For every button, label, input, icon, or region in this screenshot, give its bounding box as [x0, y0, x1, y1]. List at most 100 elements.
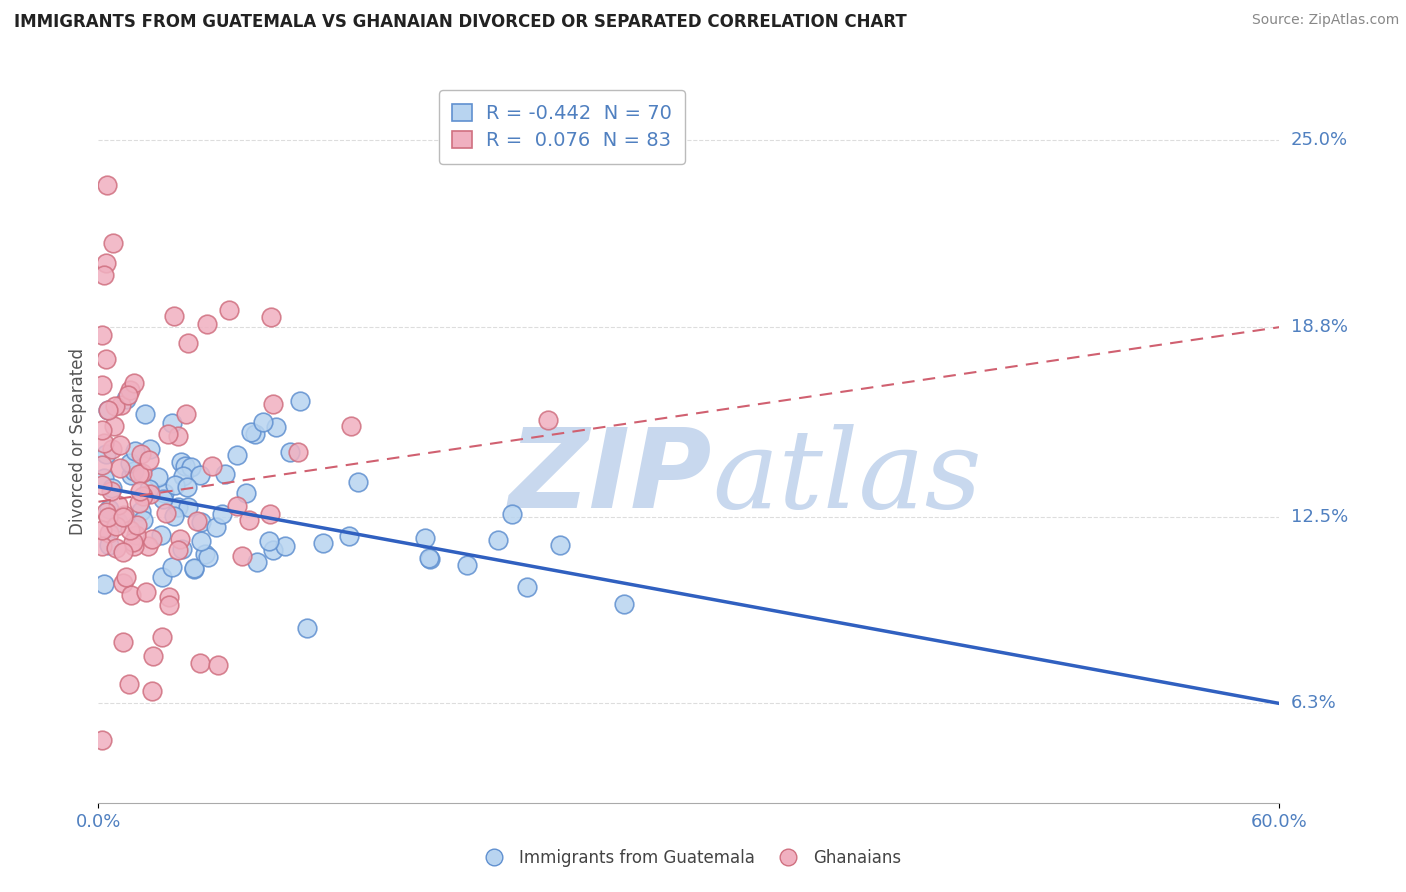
Point — [111, 634, 134, 648]
Point — [160, 416, 183, 430]
Y-axis label: Divorced or Separated: Divorced or Separated — [69, 348, 87, 535]
Point — [456, 558, 478, 572]
Point — [125, 517, 148, 532]
Legend: Immigrants from Guatemala, Ghanaians: Immigrants from Guatemala, Ghanaians — [470, 843, 908, 874]
Point — [124, 464, 146, 478]
Point — [163, 309, 186, 323]
Point — [107, 516, 129, 530]
Point — [97, 403, 120, 417]
Point — [548, 538, 571, 552]
Point — [231, 549, 253, 564]
Point — [201, 458, 224, 473]
Point — [91, 539, 114, 553]
Point — [252, 415, 274, 429]
Point — [93, 471, 115, 485]
Text: 18.8%: 18.8% — [1291, 318, 1347, 336]
Point — [141, 532, 163, 546]
Text: 25.0%: 25.0% — [1291, 131, 1348, 150]
Point — [177, 335, 200, 350]
Point — [94, 505, 117, 519]
Point — [190, 533, 212, 548]
Point — [501, 507, 523, 521]
Point — [273, 539, 295, 553]
Point — [262, 397, 284, 411]
Point — [167, 500, 190, 514]
Point — [174, 459, 197, 474]
Point — [153, 486, 176, 500]
Point — [613, 597, 636, 611]
Point — [295, 621, 318, 635]
Point — [112, 508, 135, 523]
Point — [91, 458, 114, 472]
Point — [278, 444, 301, 458]
Point — [188, 656, 211, 670]
Point — [110, 398, 132, 412]
Point — [243, 427, 266, 442]
Point — [238, 513, 260, 527]
Point — [190, 467, 212, 482]
Point — [128, 496, 150, 510]
Point — [260, 310, 283, 324]
Point — [195, 318, 218, 332]
Point — [128, 467, 150, 482]
Point — [347, 475, 370, 490]
Point — [142, 649, 165, 664]
Point — [101, 442, 124, 457]
Point — [97, 539, 120, 553]
Point — [516, 580, 538, 594]
Point — [93, 577, 115, 591]
Point — [118, 456, 141, 470]
Point — [163, 477, 186, 491]
Point — [214, 467, 236, 482]
Point — [183, 561, 205, 575]
Point — [177, 500, 200, 515]
Point — [118, 383, 141, 397]
Point — [121, 467, 143, 482]
Text: ZIP: ZIP — [509, 425, 713, 531]
Point — [104, 541, 127, 555]
Point — [139, 442, 162, 457]
Point — [312, 536, 335, 550]
Point — [96, 178, 118, 192]
Point — [157, 599, 180, 613]
Point — [170, 541, 193, 556]
Point — [134, 407, 156, 421]
Point — [148, 470, 170, 484]
Point — [121, 535, 143, 549]
Point — [117, 388, 139, 402]
Point — [97, 525, 120, 540]
Point — [340, 419, 363, 434]
Point — [91, 523, 114, 537]
Point — [93, 268, 115, 282]
Point — [263, 542, 285, 557]
Point — [129, 447, 152, 461]
Point — [166, 543, 188, 558]
Point — [111, 545, 134, 559]
Point — [170, 455, 193, 469]
Point — [288, 394, 311, 409]
Point — [167, 429, 190, 443]
Point — [93, 435, 115, 450]
Point — [225, 499, 247, 513]
Text: 12.5%: 12.5% — [1291, 508, 1348, 525]
Point — [150, 527, 173, 541]
Point — [180, 460, 202, 475]
Point — [150, 569, 173, 583]
Point — [211, 507, 233, 521]
Point — [172, 469, 194, 483]
Point — [157, 591, 180, 605]
Point — [124, 376, 146, 391]
Point — [155, 506, 177, 520]
Text: 6.3%: 6.3% — [1291, 695, 1336, 713]
Point — [96, 255, 118, 269]
Point — [104, 399, 127, 413]
Point — [239, 425, 262, 439]
Point — [207, 658, 229, 673]
Point — [162, 560, 184, 574]
Point — [235, 485, 257, 500]
Point — [115, 392, 138, 406]
Point — [163, 509, 186, 524]
Point — [100, 484, 122, 499]
Point — [91, 477, 114, 491]
Point — [486, 533, 509, 548]
